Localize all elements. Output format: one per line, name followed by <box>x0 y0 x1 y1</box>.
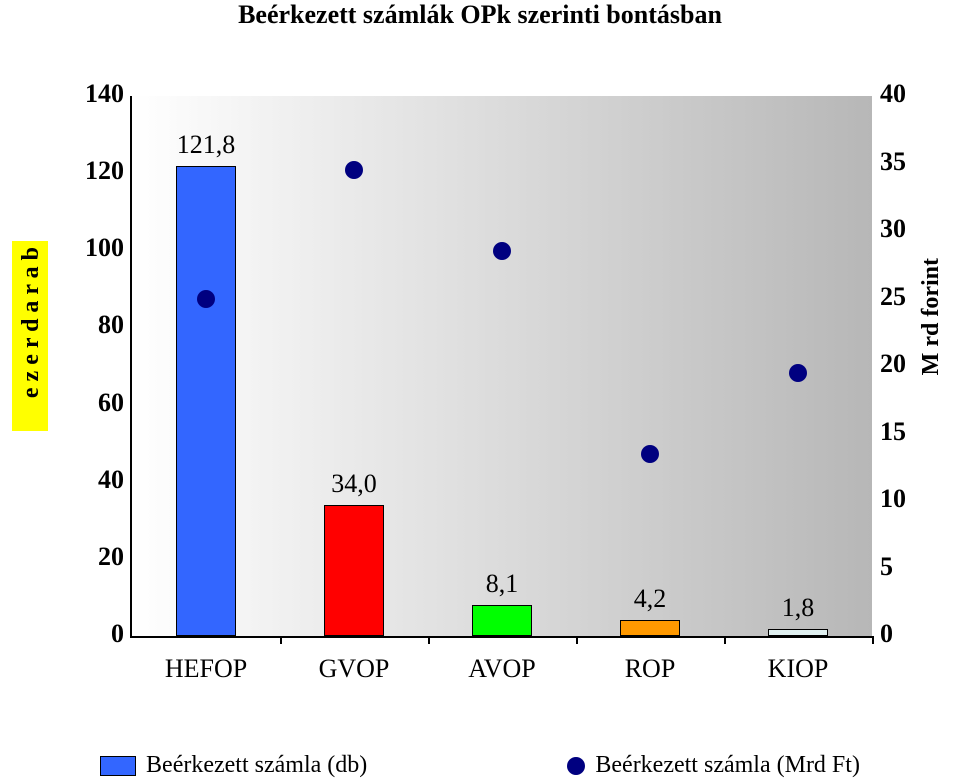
x-category-label: HEFOP <box>165 654 247 684</box>
ytick-left: 0 <box>111 619 124 649</box>
y-axis-right-label: M rd forint <box>918 258 945 375</box>
xtick-mark <box>280 636 282 644</box>
xtick-mark <box>428 636 430 644</box>
legend-swatch-box <box>100 756 136 776</box>
bar-value-label: 1,8 <box>782 593 815 623</box>
bar-value-label: 121,8 <box>177 130 236 160</box>
data-point-dot <box>197 290 215 308</box>
ytick-right: 40 <box>880 79 906 109</box>
x-category-label: ROP <box>625 654 676 684</box>
legend-label-dots: Beérkezett számla (Mrd Ft) <box>595 752 860 779</box>
ytick-right: 30 <box>880 214 906 244</box>
ytick-left: 80 <box>98 310 124 340</box>
bar <box>176 166 235 636</box>
data-point-dot <box>789 364 807 382</box>
bar-value-label: 34,0 <box>331 469 377 499</box>
ytick-right: 10 <box>880 484 906 514</box>
xtick-mark <box>724 636 726 644</box>
ytick-left: 120 <box>85 156 124 186</box>
bar <box>768 629 827 636</box>
ytick-right: 35 <box>880 147 906 177</box>
chart-title: Beérkezett számlák OPk szerinti bontásba… <box>0 0 960 30</box>
x-category-label: GVOP <box>319 654 390 684</box>
legend-label-bars: Beérkezett számla (db) <box>146 752 367 779</box>
legend: Beérkezett számla (db) Beérkezett számla… <box>0 752 960 779</box>
ytick-right: 25 <box>880 282 906 312</box>
plot-area: 0204060801001201400510152025303540121,8H… <box>130 96 872 638</box>
xtick-mark <box>872 636 874 644</box>
xtick-mark <box>576 636 578 644</box>
ytick-left: 40 <box>98 465 124 495</box>
data-point-dot <box>493 242 511 260</box>
bar-value-label: 4,2 <box>634 584 667 614</box>
x-category-label: KIOP <box>768 654 829 684</box>
bar-value-label: 8,1 <box>486 569 519 599</box>
ytick-right: 15 <box>880 417 906 447</box>
bar <box>620 620 679 636</box>
bar <box>472 605 531 636</box>
data-point-dot <box>641 445 659 463</box>
ytick-left: 140 <box>85 79 124 109</box>
ytick-right: 5 <box>880 552 893 582</box>
ytick-right: 0 <box>880 619 893 649</box>
ytick-left: 20 <box>98 542 124 572</box>
ytick-right: 20 <box>880 349 906 379</box>
legend-swatch-dot <box>567 757 585 775</box>
ytick-left: 60 <box>98 388 124 418</box>
ytick-left: 100 <box>85 233 124 263</box>
data-point-dot <box>345 161 363 179</box>
y-axis-left-label: e z e r d a r a b <box>18 247 45 398</box>
legend-item-bars: Beérkezett számla (db) <box>100 752 367 779</box>
x-category-label: AVOP <box>468 654 535 684</box>
bar <box>324 505 383 636</box>
plot-background <box>132 96 872 636</box>
chart-root: { "title": { "text": "Beérkezett számlák… <box>0 0 960 779</box>
legend-item-dots: Beérkezett számla (Mrd Ft) <box>567 752 860 779</box>
